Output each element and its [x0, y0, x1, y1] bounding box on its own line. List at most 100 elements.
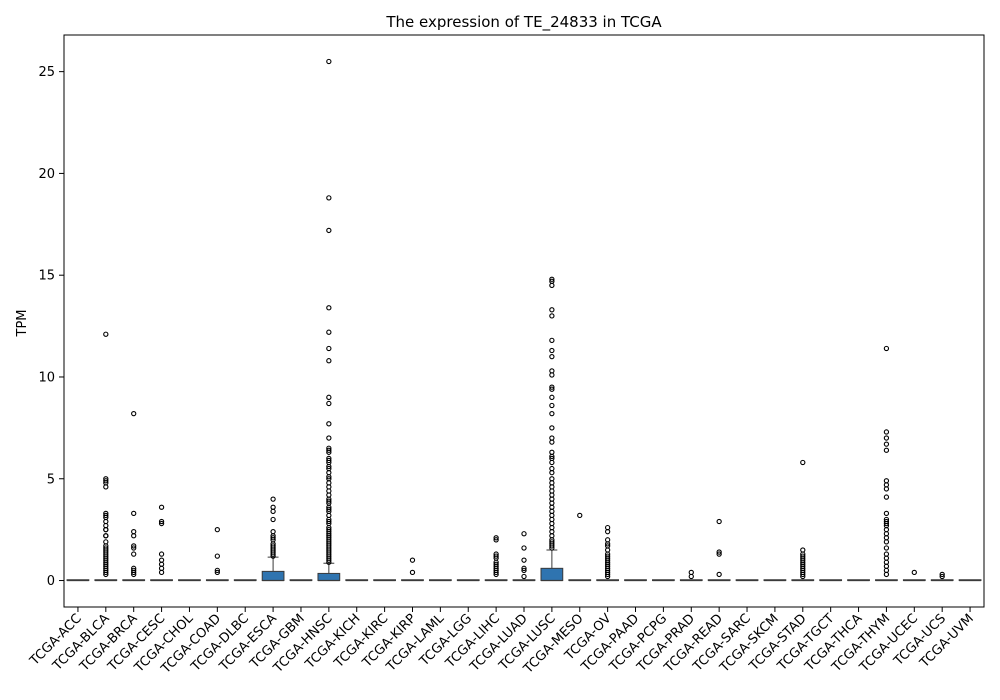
outlier-point: [270, 508, 276, 514]
outlier-point: [326, 506, 332, 512]
outlier-point: [883, 545, 890, 551]
outlier-point: [270, 551, 276, 557]
y-tick-label: 15: [38, 269, 55, 284]
outlier-point: [604, 571, 611, 578]
box-group-tcga-gbm: [289, 579, 313, 582]
outlier-point: [716, 551, 722, 557]
outlier-point: [716, 549, 722, 555]
outlier-point: [131, 410, 137, 417]
y-axis-label: TPM: [15, 310, 30, 338]
outlier-point: [326, 435, 332, 441]
outlier-point: [716, 571, 722, 578]
outlier-point: [549, 386, 555, 392]
box-group-tcga-hnsc: [317, 58, 341, 582]
outlier-point: [883, 429, 890, 435]
outlier-point: [883, 441, 890, 447]
outlier-point: [326, 518, 332, 525]
outlier-point: [549, 425, 555, 431]
outlier-point: [883, 345, 890, 352]
box: [317, 572, 341, 582]
outlier-point: [131, 543, 137, 549]
box-group-tcga-chol: [178, 579, 201, 582]
outlier-point: [326, 345, 332, 352]
plot-frame: [63, 34, 985, 608]
outlier-point: [131, 545, 137, 551]
box-group-tcga-laml: [428, 579, 452, 582]
box-group-tcga-pcpg: [652, 579, 675, 582]
box-group-tcga-coad: [205, 526, 229, 582]
box-group-tcga-read: [707, 518, 731, 582]
outlier-point: [326, 463, 332, 470]
outlier-point: [521, 545, 527, 551]
box-group-tcga-acc: [66, 579, 90, 582]
box-group-tcga-brca: [122, 410, 146, 582]
outlier-point: [549, 337, 555, 343]
outlier-point: [326, 58, 332, 65]
outlier-point: [103, 484, 109, 490]
box-group-tcga-thym: [875, 345, 898, 582]
outlier-point: [549, 313, 555, 319]
box-group-tcga-sarc: [735, 579, 759, 582]
outlier-point: [326, 305, 332, 311]
outlier-point: [883, 435, 890, 441]
outlier-point: [549, 347, 555, 354]
outlier-point: [549, 353, 555, 360]
outlier-point: [214, 567, 220, 574]
outlier-point: [521, 557, 527, 563]
box-group-tcga-ucec: [902, 569, 926, 582]
box-group-tcga-prad: [679, 569, 703, 582]
outlier-point: [549, 439, 555, 445]
outlier-point: [939, 571, 945, 578]
outlier-point: [883, 447, 890, 453]
outlier-point: [131, 533, 137, 539]
outlier-point: [577, 512, 583, 519]
outlier-point: [688, 573, 694, 580]
box-group-tcga-kirp: [401, 557, 424, 582]
outlier-point: [549, 543, 555, 549]
outlier-point: [326, 195, 332, 201]
outlier-point: [911, 569, 917, 576]
outlier-point: [103, 512, 109, 519]
outlier-point: [326, 457, 332, 464]
box-group-tcga-lusc: [540, 276, 564, 582]
outlier-point: [883, 520, 890, 527]
outlier-point: [549, 276, 555, 282]
outlier-point: [549, 282, 555, 289]
box-group-tcga-esca: [261, 496, 285, 582]
outlier-point: [131, 571, 137, 578]
outlier-point: [549, 384, 555, 390]
outlier-point: [158, 569, 165, 576]
outlier-point: [326, 559, 332, 565]
outlier-point: [131, 510, 137, 517]
chart-title: The expression of TE_24833 in TCGA: [385, 13, 662, 32]
outlier-point: [493, 571, 499, 578]
outlier-point: [549, 459, 555, 466]
box: [540, 567, 564, 582]
box-group-tcga-cesc: [150, 504, 173, 582]
box-group-tcga-ucs: [930, 571, 954, 582]
outlier-point: [493, 535, 499, 541]
outlier-point: [549, 453, 555, 460]
outlier-point: [326, 474, 332, 480]
outlier-point: [214, 553, 220, 559]
outlier-point: [103, 478, 109, 484]
outlier-point: [326, 447, 332, 453]
outlier-point: [326, 557, 332, 563]
outlier-point: [409, 557, 416, 563]
outlier-point: [326, 421, 332, 427]
outlier-point: [270, 553, 276, 559]
box-group-tcga-thca: [847, 579, 870, 582]
outlier-point: [326, 394, 332, 400]
outlier-point: [549, 307, 555, 313]
outlier-point: [103, 533, 109, 539]
outlier-point: [409, 569, 416, 576]
box-group-tcga-skcm: [763, 579, 787, 582]
box-group-tcga-kich: [345, 579, 369, 582]
outlier-point: [214, 526, 220, 533]
box-group-tcga-paad: [624, 579, 647, 582]
box-group-tcga-dlbc: [233, 579, 257, 582]
outlier-point: [326, 329, 332, 335]
outlier-point: [716, 518, 722, 525]
outlier-point: [493, 569, 499, 576]
